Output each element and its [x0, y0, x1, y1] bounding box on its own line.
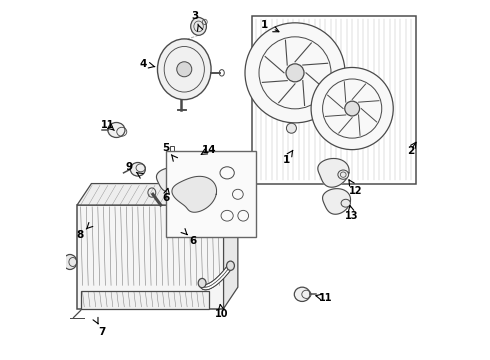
Ellipse shape — [338, 170, 348, 179]
Text: 7: 7 — [98, 327, 106, 337]
Text: 10: 10 — [215, 309, 228, 319]
Text: 1: 1 — [261, 19, 268, 30]
Ellipse shape — [198, 278, 206, 288]
Ellipse shape — [130, 162, 146, 176]
Circle shape — [287, 123, 296, 133]
Text: 5: 5 — [162, 143, 170, 153]
Bar — [81, 291, 209, 309]
Text: 1: 1 — [282, 156, 290, 165]
Ellipse shape — [157, 39, 211, 100]
Polygon shape — [322, 189, 350, 214]
Text: 6: 6 — [190, 236, 197, 246]
Text: 4: 4 — [140, 59, 147, 69]
Ellipse shape — [191, 18, 206, 35]
Text: 12: 12 — [349, 186, 363, 196]
Ellipse shape — [341, 199, 350, 207]
Circle shape — [286, 64, 304, 82]
Text: 13: 13 — [345, 211, 359, 221]
Text: 11: 11 — [318, 293, 332, 303]
Circle shape — [177, 62, 192, 77]
Polygon shape — [156, 168, 184, 192]
Bar — [77, 205, 223, 309]
Polygon shape — [172, 176, 217, 212]
Text: 11: 11 — [101, 120, 114, 130]
Polygon shape — [318, 158, 349, 187]
Ellipse shape — [226, 261, 234, 270]
Circle shape — [345, 101, 360, 116]
Bar — [252, 16, 416, 184]
Ellipse shape — [108, 122, 125, 138]
Text: 8: 8 — [76, 230, 84, 240]
Bar — [170, 146, 174, 162]
Ellipse shape — [294, 287, 310, 301]
Text: 14: 14 — [202, 145, 217, 155]
Polygon shape — [223, 184, 238, 309]
Polygon shape — [77, 184, 238, 205]
Ellipse shape — [175, 177, 186, 187]
Bar — [167, 152, 256, 237]
Text: 3: 3 — [192, 11, 198, 21]
Text: 9: 9 — [125, 162, 132, 172]
Text: 2: 2 — [408, 147, 415, 157]
Circle shape — [245, 23, 345, 123]
Ellipse shape — [63, 255, 77, 270]
Circle shape — [311, 67, 393, 150]
Text: 6: 6 — [162, 193, 170, 203]
